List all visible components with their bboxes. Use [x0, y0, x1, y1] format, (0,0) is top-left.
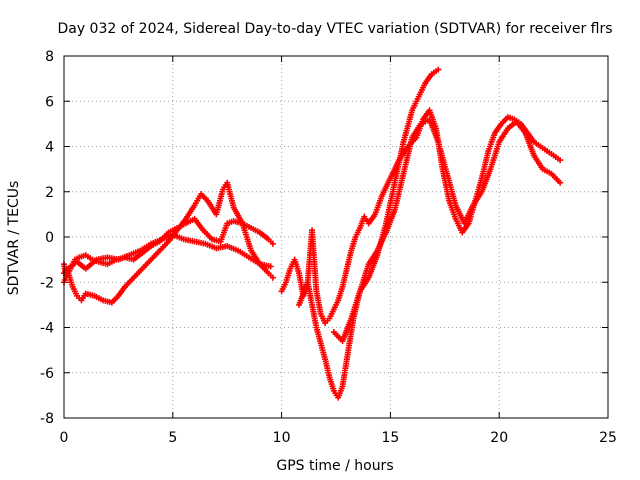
data-point	[557, 179, 564, 186]
axis-ticks: 0 5 10 15 20 25 -8 -6 -4 -2 0 2 4 6 8	[40, 49, 617, 446]
y-tick-label: 0	[45, 230, 54, 246]
y-tick-label: -6	[40, 366, 54, 382]
y-tick-label: 4	[45, 140, 54, 156]
y-tick-label: 8	[45, 49, 54, 65]
y-tick-label: -4	[40, 321, 54, 337]
y-tick-label: -8	[40, 411, 54, 427]
grid-lines	[64, 56, 608, 418]
y-tick-label: -2	[40, 275, 54, 291]
x-tick-label: 25	[599, 430, 617, 446]
plot-frame	[63, 55, 609, 419]
x-tick-label: 0	[60, 430, 69, 446]
x-tick-label: 20	[490, 430, 508, 446]
y-tick-label: 2	[45, 185, 54, 201]
x-axis-label: GPS time / hours	[276, 458, 393, 474]
y-axis-label: SDTVAR / TECUs	[6, 181, 22, 296]
x-tick-label: 5	[168, 430, 177, 446]
data-point	[557, 157, 564, 164]
data-points	[61, 66, 564, 401]
data-point	[269, 240, 276, 247]
x-tick-label: 15	[381, 430, 399, 446]
y-tick-label: 6	[45, 94, 54, 110]
chart-title: Day 032 of 2024, Sidereal Day-to-day VTE…	[57, 21, 612, 37]
data-point	[267, 263, 274, 270]
data-point	[269, 274, 276, 281]
x-tick-label: 10	[273, 430, 291, 446]
data-point	[435, 66, 442, 73]
